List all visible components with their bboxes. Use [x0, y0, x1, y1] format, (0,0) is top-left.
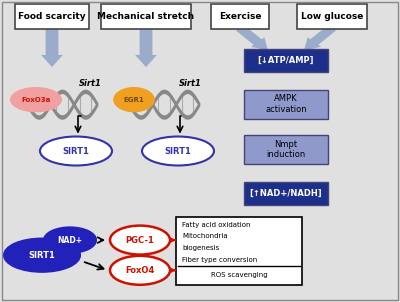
Polygon shape — [135, 28, 157, 67]
Text: Low glucose: Low glucose — [301, 12, 363, 21]
Text: AMPK
activation: AMPK activation — [265, 95, 307, 114]
Text: Mechanical stretch: Mechanical stretch — [98, 12, 194, 21]
FancyBboxPatch shape — [211, 4, 269, 30]
FancyBboxPatch shape — [176, 217, 302, 285]
Polygon shape — [275, 137, 297, 158]
Text: Sirt1: Sirt1 — [178, 79, 202, 88]
Text: Mitochondria: Mitochondria — [182, 233, 228, 239]
Text: Exercise: Exercise — [219, 12, 261, 21]
FancyBboxPatch shape — [15, 4, 89, 30]
Text: FoxO4: FoxO4 — [125, 266, 155, 275]
Text: Food scarcity: Food scarcity — [18, 12, 86, 21]
Ellipse shape — [44, 227, 96, 253]
Text: [↓ATP/AMP]: [↓ATP/AMP] — [258, 56, 314, 65]
Ellipse shape — [110, 226, 170, 255]
Polygon shape — [236, 25, 268, 50]
Text: SIRT1: SIRT1 — [62, 146, 90, 156]
Text: EGR1: EGR1 — [124, 97, 144, 103]
Text: FoxO3a: FoxO3a — [21, 97, 51, 103]
Text: NAD+: NAD+ — [58, 236, 82, 245]
FancyBboxPatch shape — [297, 4, 367, 30]
Text: SIRT1: SIRT1 — [28, 251, 56, 260]
Text: Sirt1: Sirt1 — [78, 79, 102, 88]
Text: Fiber type conversion: Fiber type conversion — [182, 257, 257, 263]
FancyBboxPatch shape — [244, 135, 328, 164]
FancyBboxPatch shape — [101, 4, 191, 30]
Text: Nmpt
induction: Nmpt induction — [266, 140, 306, 159]
Polygon shape — [304, 25, 336, 50]
Ellipse shape — [110, 256, 170, 285]
Text: PGC-1: PGC-1 — [126, 236, 154, 245]
Ellipse shape — [113, 87, 155, 112]
Polygon shape — [275, 92, 297, 113]
Text: SIRT1: SIRT1 — [164, 146, 192, 156]
FancyBboxPatch shape — [244, 182, 328, 205]
Ellipse shape — [10, 87, 62, 112]
Ellipse shape — [4, 239, 80, 272]
Ellipse shape — [142, 137, 214, 165]
Polygon shape — [275, 50, 297, 71]
FancyBboxPatch shape — [244, 49, 328, 72]
Text: [↑NAD+/NADH]: [↑NAD+/NADH] — [250, 189, 322, 198]
Text: Fatty acid oxidation: Fatty acid oxidation — [182, 222, 250, 228]
FancyBboxPatch shape — [244, 90, 328, 118]
Text: ROS scavenging: ROS scavenging — [211, 272, 267, 278]
Polygon shape — [41, 28, 63, 67]
Text: biogenesis: biogenesis — [182, 245, 219, 251]
Ellipse shape — [40, 137, 112, 165]
